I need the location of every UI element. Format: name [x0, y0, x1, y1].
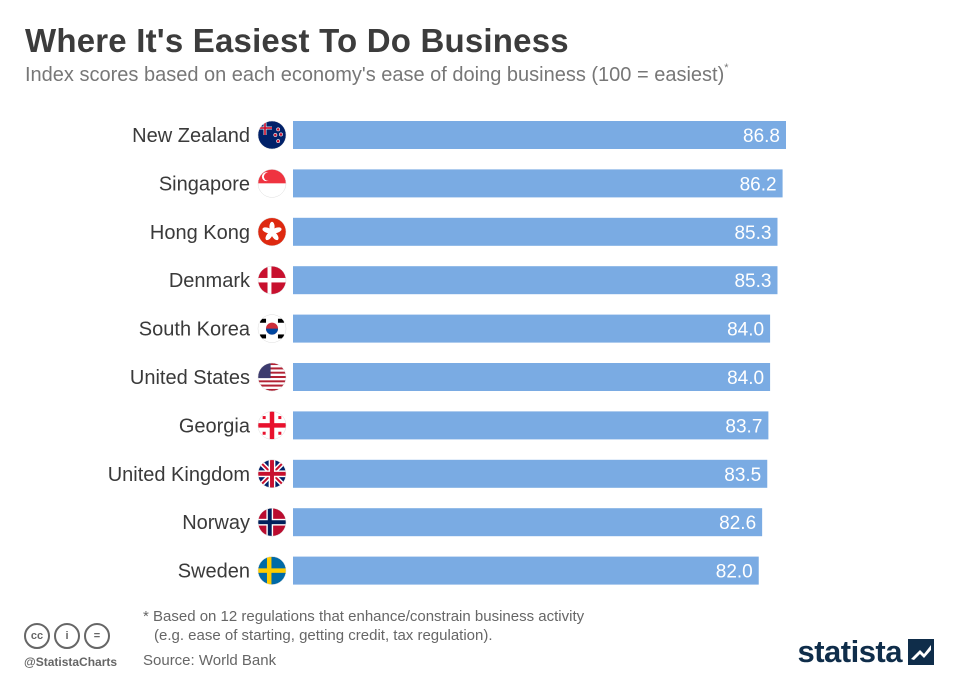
creative-commons-icon[interactable]: cc — [24, 623, 50, 649]
category-label: United States — [130, 367, 250, 389]
category-label: New Zealand — [132, 125, 250, 147]
hong-kong-flag-icon — [257, 217, 287, 247]
value-label: 85.3 — [734, 223, 771, 244]
bar-row: Sweden 82.0 — [178, 556, 759, 585]
bar — [293, 411, 769, 440]
georgia-flag-icon — [257, 411, 287, 440]
chart-title: Where It's Easiest To Do Business — [25, 22, 569, 59]
value-label: 82.0 — [716, 562, 753, 583]
singapore-flag-icon — [257, 169, 287, 198]
footnote-line-2: (e.g. ease of starting, getting credit, … — [154, 627, 493, 644]
category-label: United Kingdom — [108, 464, 250, 486]
bar — [293, 508, 763, 537]
bar — [293, 459, 768, 488]
category-label: Georgia — [179, 415, 251, 437]
bar — [293, 556, 759, 585]
value-label: 86.8 — [743, 126, 780, 147]
statista-wordmark: statista — [797, 634, 902, 669]
source-text: Source: World Bank — [143, 652, 277, 669]
value-label: 83.5 — [724, 465, 761, 486]
bar — [293, 217, 778, 246]
no-derivatives-icon[interactable]: = — [84, 623, 110, 649]
value-label: 85.3 — [734, 271, 771, 292]
bar-row: United Kingdom 83.5 — [108, 459, 768, 489]
value-label: 83.7 — [725, 416, 762, 437]
bar-row: South Korea 84.0 — [139, 314, 771, 343]
value-label: 86.2 — [740, 174, 777, 195]
category-label: Norway — [182, 512, 250, 534]
statista-logo[interactable]: statista — [797, 634, 934, 670]
denmark-flag-icon — [257, 265, 287, 295]
footnote: * Based on 12 regulations that enhance/c… — [143, 607, 584, 645]
bar — [293, 169, 783, 198]
south-korea-flag-icon — [257, 314, 287, 343]
bar-row: Hong Kong 85.3 — [150, 217, 778, 247]
sweden-flag-icon — [257, 556, 287, 585]
chart-subtitle: Index scores based on each economy's eas… — [25, 62, 729, 87]
category-label: Singapore — [159, 173, 250, 195]
bar — [293, 363, 771, 391]
united-kingdom-flag-icon — [257, 459, 287, 489]
bar — [293, 266, 778, 295]
new-zealand-flag-icon — [257, 120, 287, 150]
category-label: Hong Kong — [150, 222, 250, 244]
statista-mark-icon — [908, 639, 934, 665]
value-label: 84.0 — [727, 368, 764, 389]
subtitle-text: Index scores based on each economy's eas… — [25, 64, 725, 86]
united-states-flag-icon — [257, 362, 287, 392]
license-icons: cc i = — [24, 623, 110, 649]
norway-flag-icon — [257, 507, 287, 537]
category-label: Sweden — [178, 561, 250, 583]
twitter-handle[interactable]: @StatistaCharts — [24, 655, 118, 669]
bar — [293, 314, 771, 343]
bar-chart: New Zealand 86.8 Singapore 86.2 Hong Kong 85.… — [108, 120, 786, 585]
category-label: Denmark — [169, 270, 251, 292]
bar — [293, 121, 786, 149]
value-label: 82.6 — [719, 513, 756, 534]
bar-row: Denmark 85.3 — [169, 265, 778, 295]
value-label: 84.0 — [727, 320, 764, 341]
bar-row: Georgia 83.7 — [179, 411, 769, 440]
footnote-line-1: * Based on 12 regulations that enhance/c… — [143, 608, 585, 625]
bar-row: United States 84.0 — [130, 362, 771, 392]
subtitle-footnote-marker: * — [724, 62, 729, 74]
attribution-icon[interactable]: i — [54, 623, 80, 649]
bar-row: New Zealand 86.8 — [132, 120, 786, 150]
category-label: South Korea — [139, 319, 251, 341]
bar-row: Singapore 86.2 — [159, 169, 783, 198]
bar-row: Norway 82.6 — [182, 507, 763, 537]
